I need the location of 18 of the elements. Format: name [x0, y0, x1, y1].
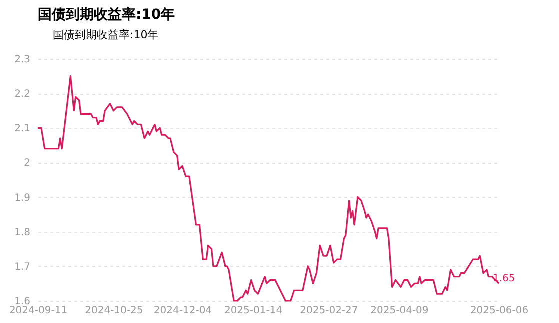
annotation: 1.65 [493, 274, 516, 285]
x-tick-label: 2025-04-09 [370, 306, 429, 316]
text: 国债到期收益率:10年 [53, 28, 159, 42]
y-tick-label: 1.7 [14, 262, 30, 273]
x-tick-label: 2025-01-14 [224, 306, 283, 316]
y-tick-label: 2.1 [14, 124, 30, 135]
x-tick-label: 2024-10-25 [85, 306, 144, 316]
y-tick-label: 2 [24, 158, 30, 170]
y-tick-label: 1.6 [14, 296, 30, 308]
y-tick-label: 2.2 [14, 89, 30, 100]
y-tick-label: 2.3 [14, 54, 30, 66]
y-tick-label: 1.8 [14, 227, 30, 238]
y-tick-label: 1.9 [14, 192, 30, 204]
x-tick-label: 2025-06-06 [470, 306, 529, 316]
x-tick-label: 2024-12-04 [154, 306, 212, 316]
x-tick-label: 2025-02-27 [300, 306, 358, 316]
x-tick-label: 2024-09-11 [9, 306, 68, 316]
chart-title: 国债到期收益率:10年 [38, 6, 176, 23]
